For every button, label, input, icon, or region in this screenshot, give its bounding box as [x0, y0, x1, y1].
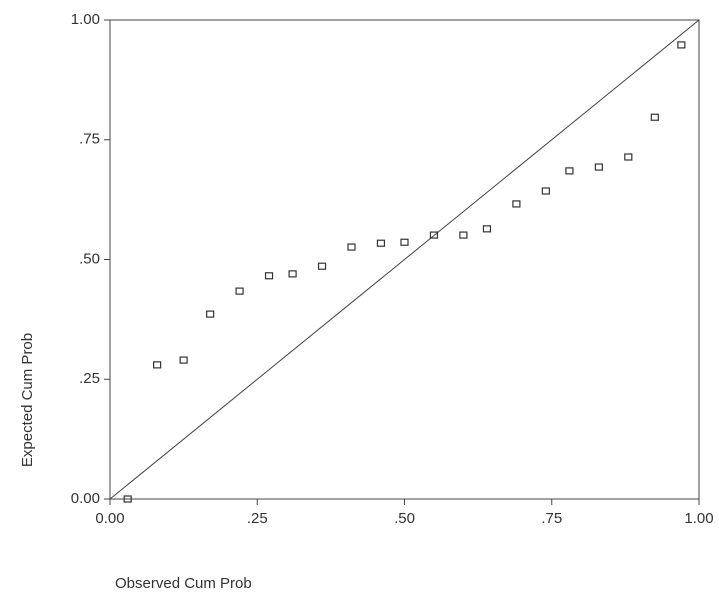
y-tick-label: .50 [79, 250, 100, 267]
x-tick-label: 0.00 [95, 510, 124, 527]
y-tick-label: 1.00 [71, 11, 100, 28]
x-tick-label: 1.00 [684, 510, 713, 527]
x-tick-label: .50 [394, 510, 415, 527]
chart: Expected Cum Prob Observed Cum Prob 0.00… [0, 0, 719, 600]
y-axis-title: Expected Cum Prob [19, 333, 36, 467]
y-tick-label: 0.00 [71, 490, 100, 507]
y-tick-label: .25 [79, 370, 100, 387]
y-tick-label: .75 [79, 131, 100, 148]
x-axis-title: Observed Cum Prob [115, 575, 252, 592]
x-tick-label: .75 [541, 510, 562, 527]
x-tick-label: .25 [247, 510, 268, 527]
